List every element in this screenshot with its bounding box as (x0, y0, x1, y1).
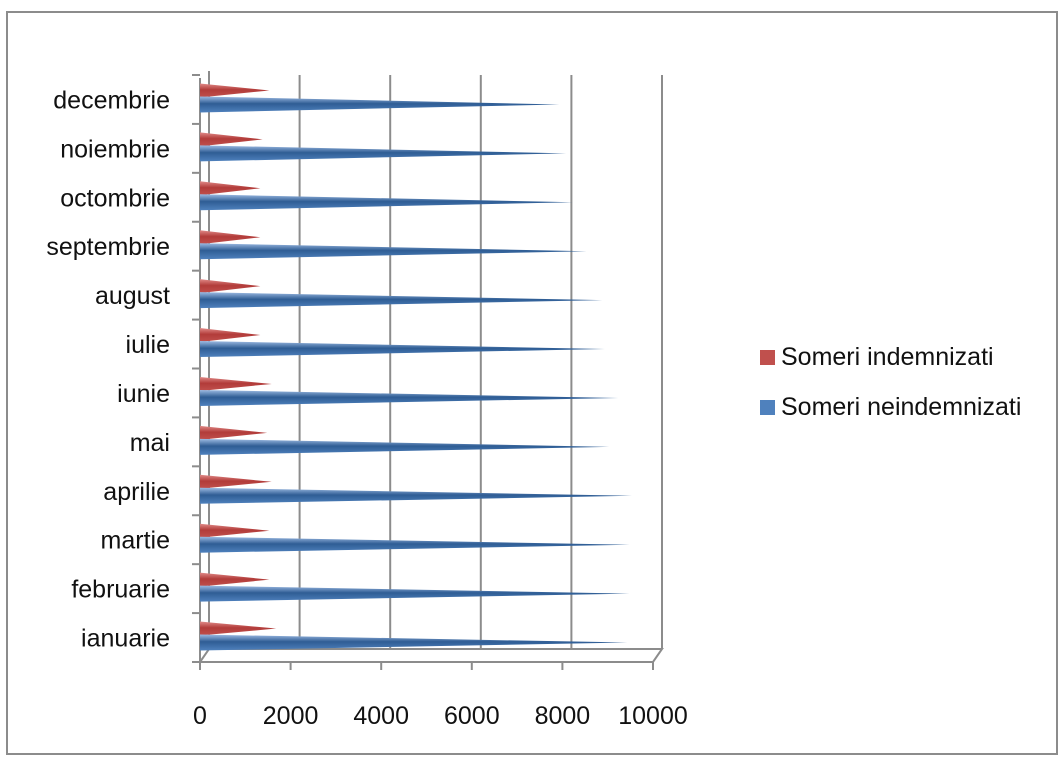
bar-neindemnizati (200, 536, 630, 553)
y-category-label: august (95, 282, 170, 310)
legend-item-indemnizati: Someri indemnizati (760, 342, 1021, 372)
bar-neindemnizati (200, 96, 560, 113)
legend-label: Someri neindemnizati (781, 392, 1022, 421)
bar-indemnizati (200, 83, 270, 98)
bar-neindemnizati (200, 292, 603, 309)
bar-indemnizati (200, 230, 261, 245)
bar-indemnizati (200, 376, 272, 391)
bar-neindemnizati (200, 487, 632, 504)
x-tick-label: 10000 (618, 702, 688, 730)
x-tick-label: 8000 (535, 702, 591, 730)
legend: Someri indemnizati Someri neindemnizati (760, 342, 1021, 442)
y-category-label: ianuarie (81, 625, 170, 653)
y-category-label: februarie (71, 576, 170, 604)
y-category-label: octombrie (60, 184, 170, 212)
bar-indemnizati (200, 425, 268, 440)
legend-swatch-blue (760, 399, 775, 415)
y-category-label: martie (101, 527, 170, 555)
bar-neindemnizati (200, 194, 573, 211)
bar-neindemnizati (200, 389, 619, 406)
y-category-label: septembrie (46, 233, 170, 261)
bar-neindemnizati (200, 438, 610, 455)
y-category-label: iunie (117, 380, 170, 408)
y-category-label: decembrie (53, 86, 170, 114)
bar-neindemnizati (200, 585, 630, 602)
bar-neindemnizati (200, 145, 567, 162)
bar-neindemnizati (200, 634, 628, 651)
bar-indemnizati (200, 572, 270, 587)
bar-indemnizati (200, 328, 261, 343)
y-category-label: noiembrie (60, 135, 170, 163)
y-category-label: mai (130, 429, 170, 457)
bar-indemnizati (200, 621, 277, 636)
x-tick-label: 4000 (353, 702, 409, 730)
bar-indemnizati (200, 132, 263, 147)
bar-indemnizati (200, 474, 272, 489)
chart-floor (198, 648, 664, 663)
bar-neindemnizati (200, 243, 587, 260)
legend-label: Someri indemnizati (781, 342, 994, 371)
x-tick-label: 0 (193, 702, 207, 730)
y-category-label: iulie (126, 331, 170, 359)
legend-item-neindemnizati: Someri neindemnizati (760, 392, 1021, 422)
chart-frame (6, 11, 1058, 755)
bar-indemnizati (200, 279, 261, 294)
bar-indemnizati (200, 523, 270, 538)
bar-neindemnizati (200, 341, 605, 358)
x-tick-label: 6000 (444, 702, 500, 730)
legend-swatch-red (760, 349, 775, 365)
x-tick-label: 2000 (263, 702, 319, 730)
bar-indemnizati (200, 181, 261, 196)
y-category-label: aprilie (103, 478, 170, 506)
